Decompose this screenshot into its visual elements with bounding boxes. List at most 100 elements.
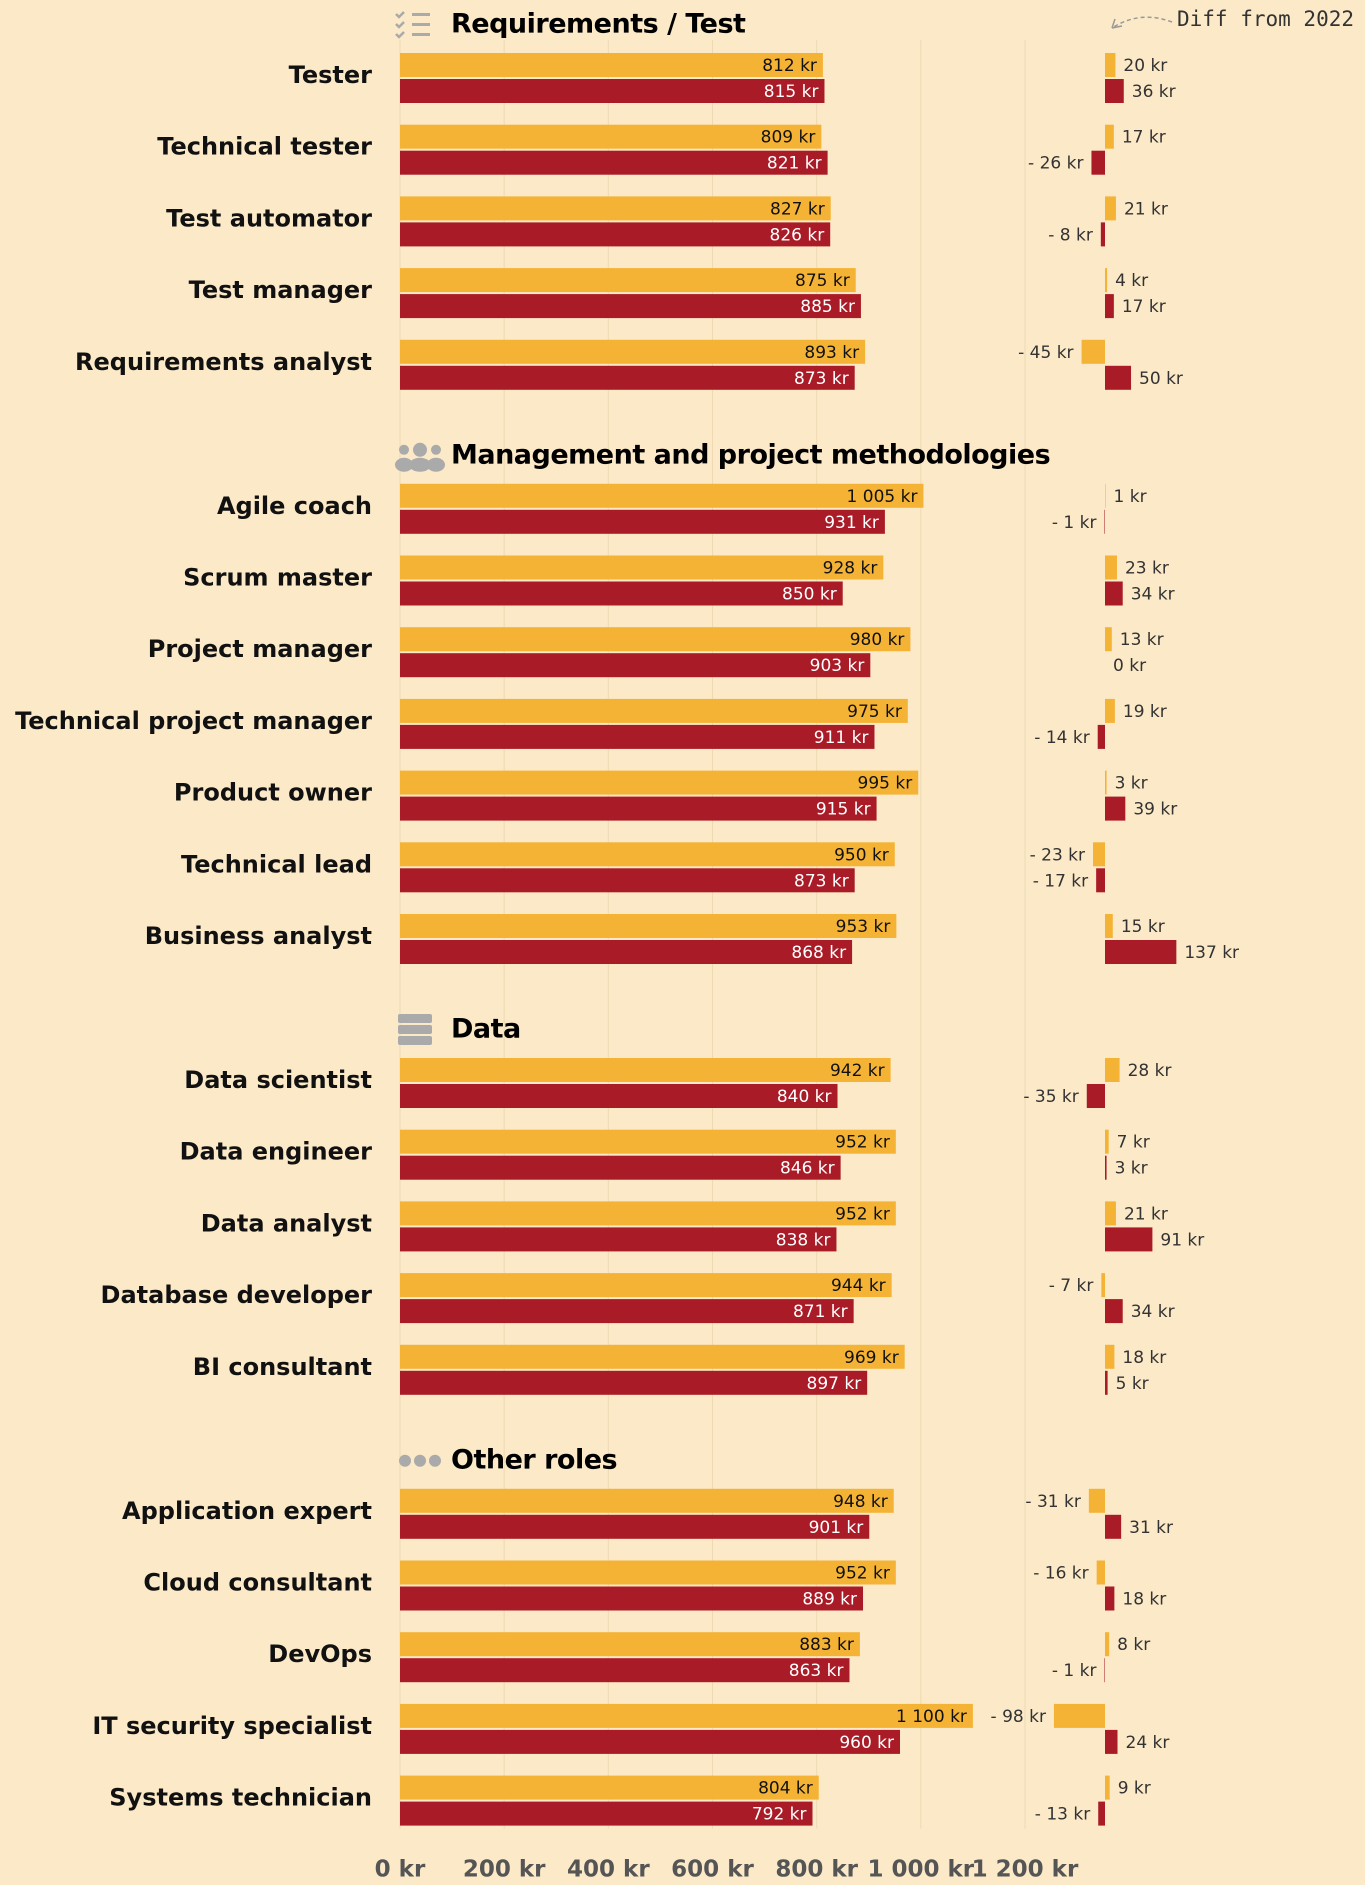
diff-label: 3 kr <box>1115 774 1148 794</box>
diff-bar <box>1105 1155 1107 1180</box>
diff-label: 17 kr <box>1122 297 1166 317</box>
diff-label: 36 kr <box>1132 82 1176 102</box>
value-label: 809 kr <box>761 128 816 148</box>
icon <box>395 457 413 472</box>
value-label: 827 kr <box>770 199 825 219</box>
value-label: 875 kr <box>795 271 850 291</box>
icon <box>399 444 409 455</box>
bar <box>400 53 823 77</box>
value-label: 804 kr <box>758 1779 813 1799</box>
diff-bar <box>1105 53 1116 77</box>
value-label: 915 kr <box>816 800 871 820</box>
diff-bar <box>1105 79 1124 103</box>
diff-label: - 1 kr <box>1052 513 1097 533</box>
bar <box>400 1488 894 1513</box>
diff-label: 28 kr <box>1128 1061 1172 1081</box>
diff-bar <box>1105 698 1115 723</box>
diff-bar <box>1105 1370 1108 1395</box>
value-label: 995 kr <box>858 774 913 794</box>
annotation-arrow <box>1111 16 1173 29</box>
icon <box>398 1036 432 1045</box>
bar <box>400 1560 896 1585</box>
diff-bar <box>1053 1703 1105 1728</box>
diff-bar <box>1105 1129 1109 1154</box>
bar <box>400 1775 819 1800</box>
diff-label: 0 kr <box>1113 656 1146 676</box>
bar <box>400 1658 850 1683</box>
bar <box>400 1201 896 1226</box>
value-label: 889 kr <box>802 1590 857 1610</box>
icon <box>399 1454 411 1467</box>
diff-label: 5 kr <box>1116 1374 1149 1394</box>
value-label: 980 kr <box>850 630 905 650</box>
diff-label: 34 kr <box>1131 585 1175 605</box>
diff-label: 34 kr <box>1131 1302 1175 1322</box>
diff-label: 18 kr <box>1122 1590 1166 1610</box>
bar <box>400 124 822 149</box>
diff-label: 21 kr <box>1124 199 1168 219</box>
value-label: 871 kr <box>793 1302 848 1322</box>
icon <box>413 442 427 457</box>
annotation: Diff from 2022 <box>1177 7 1354 31</box>
bar <box>400 1632 860 1657</box>
icon <box>429 1454 441 1467</box>
diff-bar <box>1101 1273 1105 1298</box>
icon <box>431 444 441 455</box>
bar <box>400 698 908 723</box>
diff-bar <box>1105 1586 1115 1611</box>
diff-bar <box>1105 627 1112 652</box>
diff-bar <box>1105 1227 1153 1252</box>
diff-label: 137 kr <box>1184 943 1239 963</box>
value-label: 850 kr <box>782 585 837 605</box>
bar <box>400 268 856 293</box>
x-tick-label: 0 kr <box>375 1857 426 1883</box>
category-label: Tester <box>289 61 372 89</box>
icon <box>398 1014 432 1023</box>
category-label: Business analyst <box>145 922 372 950</box>
bar <box>400 1370 868 1395</box>
bar <box>400 914 897 938</box>
value-label: 950 kr <box>834 845 889 865</box>
category-label: Scrum master <box>183 564 372 592</box>
diff-bar <box>1105 1299 1123 1324</box>
diff-label: - 45 kr <box>1018 343 1073 363</box>
bar <box>400 627 911 652</box>
x-tick-label: 600 kr <box>671 1857 754 1883</box>
diff-bar <box>1098 1801 1105 1826</box>
diff-label: 20 kr <box>1123 56 1167 76</box>
x-tick-label: 1 200 kr <box>972 1857 1079 1883</box>
annotation-arrowhead <box>1111 18 1123 29</box>
category-label: IT security specialist <box>92 1712 372 1740</box>
bar <box>400 1155 841 1180</box>
bar <box>400 1227 837 1252</box>
value-label: 960 kr <box>839 1733 894 1753</box>
diff-bar <box>1105 1344 1115 1369</box>
diff-label: 17 kr <box>1122 128 1166 148</box>
diff-bar <box>1105 196 1116 221</box>
diff-label: 50 kr <box>1139 369 1183 389</box>
value-label: 953 kr <box>836 917 891 937</box>
diff-label: - 26 kr <box>1028 154 1083 174</box>
diff-label: - 31 kr <box>1025 1492 1080 1512</box>
diff-bar <box>1105 581 1123 606</box>
bar <box>400 294 861 319</box>
icon <box>398 1025 432 1034</box>
value-label: 838 kr <box>776 1230 831 1250</box>
diff-label: 23 kr <box>1125 559 1169 579</box>
value-label: 863 kr <box>789 1661 844 1681</box>
value-label: 883 kr <box>799 1635 854 1655</box>
diff-label: 13 kr <box>1120 630 1164 650</box>
diff-bar <box>1105 914 1113 938</box>
bar <box>400 222 831 247</box>
value-label: 928 kr <box>823 559 878 579</box>
diff-bar <box>1105 365 1132 390</box>
bar <box>400 1129 896 1154</box>
bar <box>400 196 831 221</box>
category-label: Technical project manager <box>15 707 372 735</box>
diff-label: - 17 kr <box>1033 871 1088 891</box>
diff-label: 7 kr <box>1117 1133 1150 1153</box>
bar <box>400 365 855 390</box>
diff-bar <box>1105 268 1108 293</box>
value-label: 826 kr <box>770 225 825 245</box>
